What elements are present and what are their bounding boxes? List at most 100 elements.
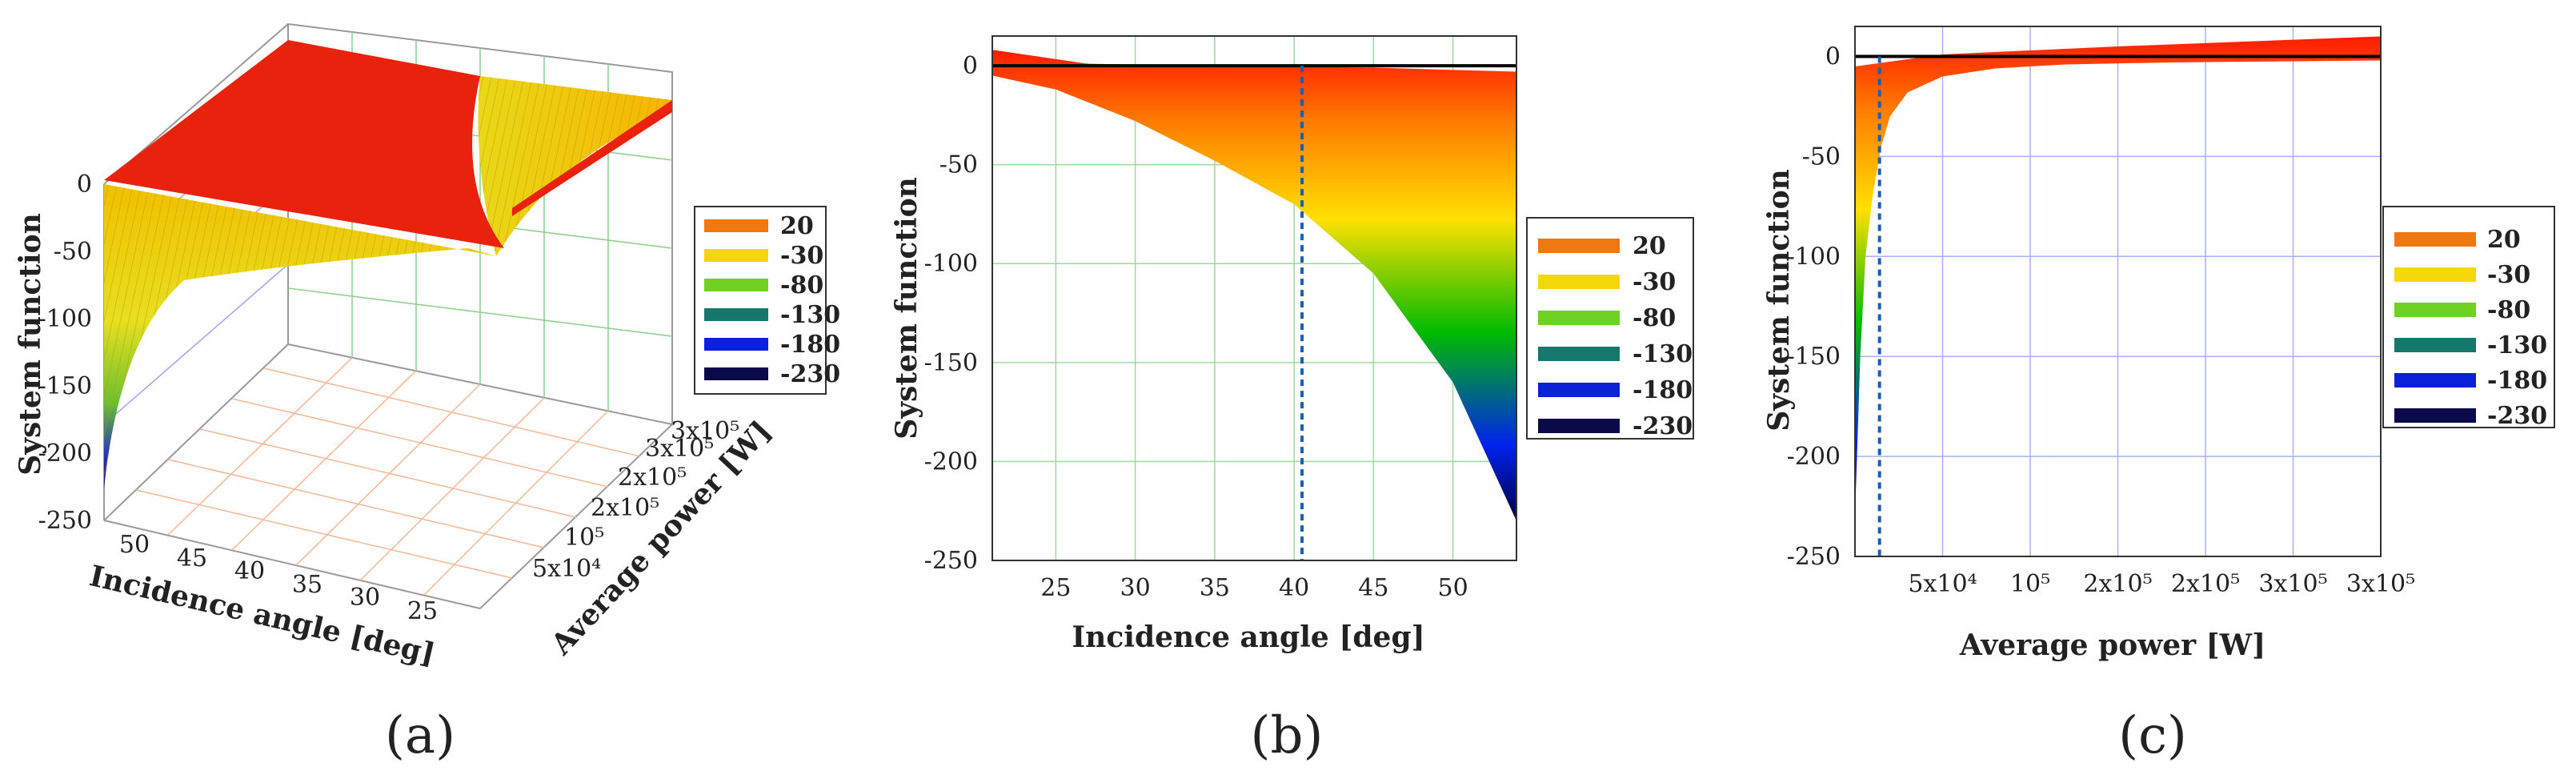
- panel-a-ytick: 5x10⁴: [532, 555, 601, 583]
- panel-a-ztick: -200: [38, 440, 92, 468]
- panel-c-xtick: 10⁵: [2010, 570, 2050, 598]
- legend-label: -80: [780, 271, 823, 299]
- panel-b-ytick: -50: [939, 151, 978, 179]
- legend-a: 20-30-80-130-180-230: [694, 206, 840, 395]
- legend-swatch: [2394, 373, 2476, 387]
- legend-label: -80: [1633, 304, 1676, 332]
- panel-b-ytick: 0: [963, 52, 978, 80]
- panel-b-xticks: 25 30 35 40 45 50: [1040, 574, 1468, 602]
- panel-a-ytick: 3x10⁵: [645, 435, 714, 463]
- panel-a-yticks: 5x10⁴ 10⁵ 2x10⁵ 2x10⁵ 3x10⁵ 3x10⁵: [532, 417, 739, 583]
- panel-c: 5x10⁴ 10⁵ 2x10⁵ 2x10⁵ 3x10⁵ 3x10⁵ 0 -50 …: [1762, 26, 2555, 662]
- panel-a-zticks: 0 -50 -100 -150 -200 -250: [38, 171, 92, 535]
- legend-label: -130: [780, 301, 840, 329]
- legend-label: -180: [780, 331, 840, 359]
- panel-b-ytick: -200: [924, 448, 978, 476]
- panel-a-ytick: 10⁵: [564, 524, 604, 552]
- legend-label: 20: [1633, 232, 1666, 260]
- panel-c-ytick: -50: [1802, 143, 1841, 171]
- panel-a-ztick: 0: [77, 171, 92, 199]
- legend-swatch: [704, 367, 768, 380]
- legend-swatch: [1538, 275, 1620, 289]
- panel-b-frame: [992, 35, 1517, 561]
- panel-c-ytick: -100: [1787, 243, 1841, 271]
- legend-a-frame: [694, 206, 827, 395]
- legend-swatch: [704, 308, 768, 321]
- panel-label-a: (a): [385, 706, 455, 765]
- panel-a-ytick: 3x10⁵: [671, 417, 739, 445]
- panel-a-ztick: -50: [54, 238, 92, 266]
- panel-c-ytick: 0: [1825, 42, 1841, 70]
- legend-label: -230: [1633, 412, 1693, 440]
- panel-b-x-axis-label: Incidence angle [deg]: [1072, 620, 1424, 654]
- legend-swatch: [704, 338, 768, 351]
- panel-a-red-strip: [512, 100, 672, 216]
- legend-swatch: [2394, 267, 2476, 282]
- panel-a-ztick: -150: [38, 372, 92, 400]
- panel-c-x-axis-label: Average power [W]: [1959, 628, 2266, 662]
- panel-b-ytick: -150: [924, 349, 978, 377]
- panel-a-front-wall-hatch: [104, 184, 496, 488]
- legend-swatch: [704, 249, 768, 262]
- legend-label: 20: [780, 212, 814, 240]
- legend-swatch: [1538, 239, 1620, 253]
- panel-c-xtick: 5x10⁴: [1908, 570, 1977, 598]
- legend-c: 20 -30 -80 -130 -180 -230: [2382, 206, 2555, 430]
- panel-c-ytick: -150: [1787, 343, 1841, 371]
- legend-label: -180: [1633, 376, 1693, 404]
- panel-a-xtick: 30: [350, 584, 380, 612]
- legend-swatch: [1538, 383, 1620, 397]
- panel-b-xtick: 45: [1358, 574, 1388, 602]
- panel-c-frame: [1854, 26, 2382, 557]
- legend-swatch: [1538, 419, 1620, 433]
- panel-b-xtick: 30: [1120, 574, 1151, 602]
- panel-c-ytick: -200: [1787, 443, 1841, 471]
- panel-b-ytick: -100: [924, 250, 978, 278]
- panel-b-xtick: 50: [1438, 574, 1468, 602]
- panel-a-ztick: -100: [38, 305, 92, 333]
- panel-a-xtick: 40: [234, 557, 265, 585]
- legend-swatch: [1538, 347, 1620, 361]
- legend-swatch: [2394, 408, 2476, 423]
- legend-label: -30: [1633, 268, 1676, 296]
- panel-label-b: (b): [1251, 706, 1324, 765]
- panel-c-xtick: 2x10⁵: [2171, 570, 2240, 598]
- panel-a-xtick: 50: [119, 531, 150, 559]
- legend-b: 20 -30 -80 -130 -180 -230: [1526, 217, 1694, 440]
- panel-c-ytick: -250: [1787, 543, 1841, 571]
- panel-c-yticks: 0 -50 -100 -150 -200 -250: [1787, 42, 1841, 571]
- panel-a-xticks: 50 45 40 35 30 25: [119, 531, 438, 625]
- panel-c-grid: [1855, 26, 2382, 557]
- legend-swatch: [2394, 232, 2476, 247]
- panel-a-z-axis-label: System function: [14, 213, 47, 476]
- panel-c-xticks: 5x10⁴ 10⁵ 2x10⁵ 2x10⁵ 3x10⁵ 3x10⁵: [1908, 570, 2415, 598]
- panel-b-yticks: 0 -50 -100 -150 -200 -250: [924, 52, 978, 575]
- legend-swatch: [2394, 338, 2476, 352]
- legend-swatch: [2394, 303, 2476, 317]
- panel-a-ytick: 2x10⁵: [618, 464, 687, 492]
- panel-a-red-plane: [104, 40, 504, 248]
- panel-a-yellow-region-hatch: [478, 76, 672, 256]
- panel-a-xtick: 25: [407, 597, 438, 625]
- legend-label: -80: [2487, 296, 2530, 324]
- panel-c-y-axis-label: System function: [1762, 169, 1796, 432]
- legend-label: -130: [1633, 340, 1693, 368]
- panel-b-xtick: 25: [1040, 574, 1071, 602]
- legend-label: -30: [780, 242, 823, 270]
- legend-swatch: [1538, 311, 1620, 325]
- panel-b-xtick: 35: [1200, 574, 1230, 602]
- panel-a-xtick: 35: [292, 571, 323, 599]
- panel-b-y-axis-label: System function: [890, 177, 923, 440]
- legend-label: -230: [780, 360, 840, 388]
- panel-a: 0 -50 -100 -150 -200 -250 50 45 40 35 30…: [14, 22, 840, 671]
- panel-c-xtick: 3x10⁵: [2258, 570, 2327, 598]
- legend-label: -130: [2487, 331, 2547, 359]
- legend-swatch: [704, 279, 768, 291]
- panel-a-ytick: 2x10⁵: [591, 494, 659, 522]
- panel-label-c: (c): [2118, 706, 2187, 765]
- panel-a-xtick: 45: [177, 544, 207, 572]
- legend-b-frame: [1526, 217, 1694, 440]
- legend-label: -230: [2487, 402, 2547, 430]
- panel-b-ytick: -250: [924, 547, 978, 575]
